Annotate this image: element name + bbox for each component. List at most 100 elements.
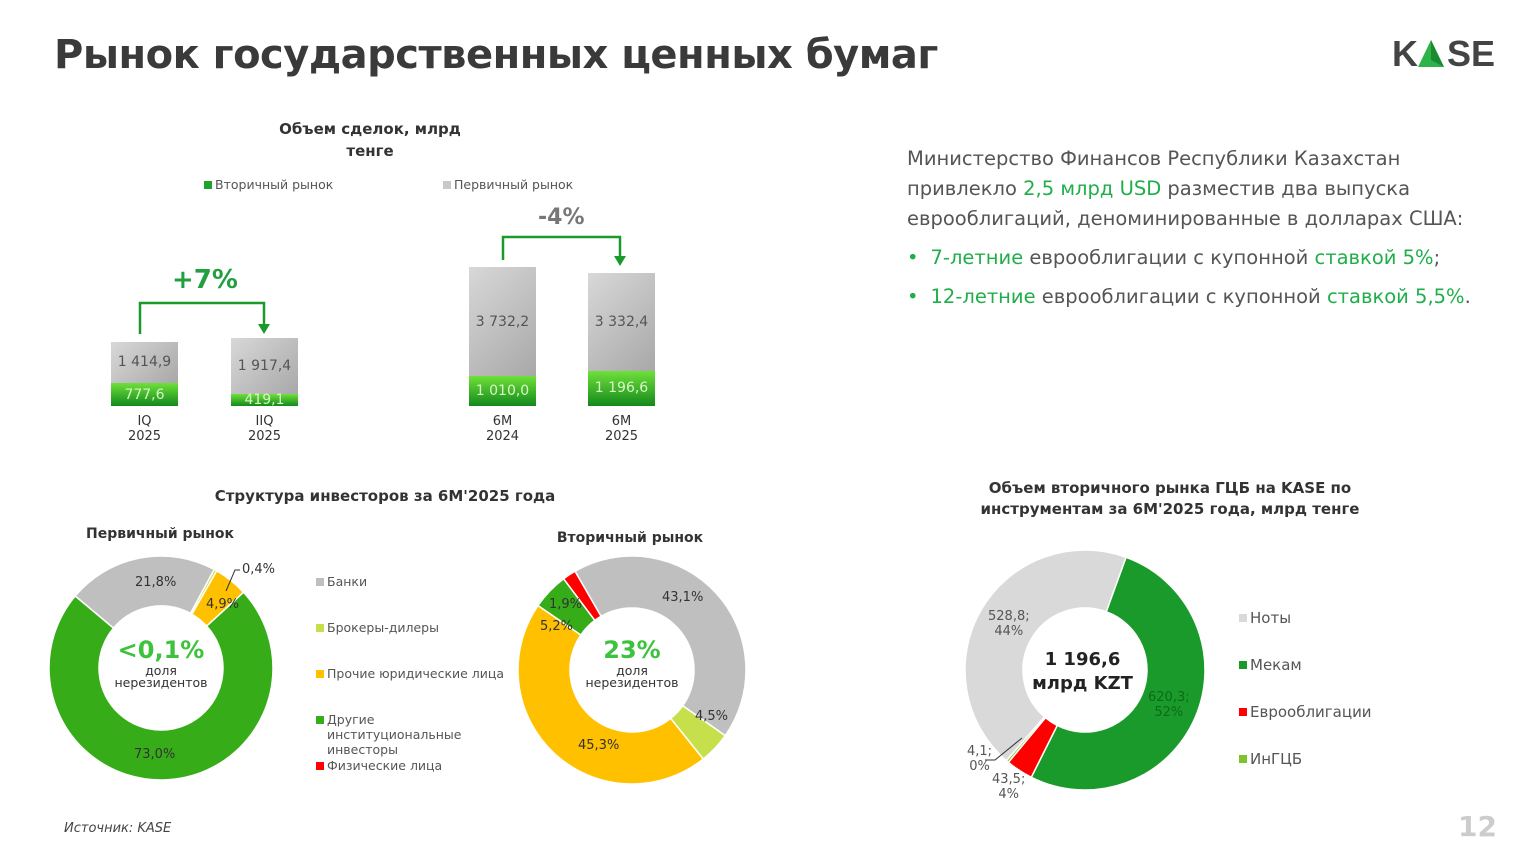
pct: 44% xyxy=(994,624,1024,639)
donut-slice xyxy=(562,570,603,622)
legend-item: Ноты xyxy=(1239,594,1372,641)
donut-slice xyxy=(1030,556,1206,791)
text: разместив два выпуска xyxy=(1161,177,1411,200)
center-value: 1 196,6 xyxy=(1044,649,1121,670)
data-label: 528,8; 44% xyxy=(988,609,1030,639)
donut-center: <0,1% доля нерезидентов xyxy=(101,635,221,689)
bar-segment-primary: 3 332,4 xyxy=(588,273,655,371)
legend-label: Ноты xyxy=(1250,608,1292,627)
page-number: 12 xyxy=(1458,810,1497,843)
pct: 4% xyxy=(998,787,1019,802)
info-line: еврооблигаций, деноминированные в доллар… xyxy=(907,207,1464,230)
donut-slice xyxy=(48,591,274,781)
data-label: 0,4% xyxy=(242,562,276,577)
stacked-bar: 1 414,9 777,6 xyxy=(111,341,178,406)
legend-label: Прочие юридические лица xyxy=(327,666,505,681)
instruments-title: Объем вторичного рынка ГЦБ на KASE по ин… xyxy=(980,479,1360,518)
legend-item: Мекам xyxy=(1239,641,1372,688)
legend-item: Физические лица xyxy=(316,758,506,773)
stacked-bar: 3 332,4 1 196,6 xyxy=(588,273,655,406)
leader-line xyxy=(225,569,240,592)
highlight: ставкой 5,5% xyxy=(1326,285,1465,308)
highlight: 2,5 млрд USD xyxy=(1023,177,1162,200)
data-label: 4,5% xyxy=(695,709,729,724)
text: еврооблигации с купонной xyxy=(1023,246,1315,269)
change-label: +7% xyxy=(172,265,238,295)
info-text: Министерство Финансов Республики Казахст… xyxy=(907,144,1487,316)
info-line: Министерство Финансов Республики Казахст… xyxy=(907,147,1401,170)
legend-label: Физические лица xyxy=(327,758,443,773)
legend-swatch xyxy=(316,578,324,586)
secondary-donut-title: Вторичный рынок xyxy=(556,530,704,546)
legend-swatch xyxy=(316,761,324,770)
legend-swatch xyxy=(1239,754,1247,763)
data-label: 4,9% xyxy=(206,597,240,612)
donut-slice xyxy=(964,549,1128,762)
legend-secondary: Вторичный рынок xyxy=(204,177,333,192)
text: ; xyxy=(1433,246,1441,269)
text: привлекло xyxy=(907,177,1024,200)
value: 620,3; xyxy=(1148,690,1190,705)
change-label: -4% xyxy=(538,205,585,230)
bar-segment-primary: 1 414,9 xyxy=(111,341,178,384)
bar-segment-secondary: 777,6 xyxy=(111,383,178,406)
investor-legend: Банки Брокеры-дилеры Прочие юридические … xyxy=(316,574,506,773)
legend-swatch xyxy=(316,716,324,724)
legend-item: ИнГЦБ xyxy=(1239,735,1372,782)
legend-item: Прочие юридические лица xyxy=(316,666,506,712)
legend-label: ИнГЦБ xyxy=(1250,749,1303,768)
legend-item: Банки xyxy=(316,574,506,620)
center-label: доля нерезидентов xyxy=(585,663,679,690)
data-label: 45,3% xyxy=(578,738,620,753)
data-label: 43,5; 4% xyxy=(992,772,1025,802)
pct: 52% xyxy=(1154,705,1184,720)
instrument-legend: Ноты Мекам Еврооблигации ИнГЦБ xyxy=(1239,594,1372,782)
x-tick-label: 6M 2025 xyxy=(604,414,639,444)
source-note: Источник: KASE xyxy=(64,821,172,836)
legend-item: Другие институциональные инвесторы xyxy=(316,712,506,758)
donut-slice xyxy=(517,604,705,785)
legend-swatch xyxy=(1239,707,1247,716)
legend-label: Мекам xyxy=(1250,655,1302,674)
donut-slice xyxy=(573,555,747,737)
center-value: <0,1% xyxy=(117,636,205,664)
center-value: 23% xyxy=(603,636,661,664)
bar-segment-secondary: 419,1 xyxy=(231,392,298,408)
legend-swatch xyxy=(316,670,324,678)
highlight: 12-летние xyxy=(930,285,1036,308)
data-label: 5,2% xyxy=(540,619,574,634)
legend-item: Брокеры-дилеры xyxy=(316,620,506,666)
info-line: привлекло 2,5 млрд USD разместив два вып… xyxy=(907,174,1487,204)
legend-swatch xyxy=(316,624,324,632)
donut-center: 23% доля нерезидентов xyxy=(572,635,692,689)
legend-item: Еврооблигации xyxy=(1239,688,1372,735)
legend-swatch xyxy=(443,180,451,189)
data-label: 73,0% xyxy=(134,747,176,762)
text: еврооблигации с купонной xyxy=(1035,285,1327,308)
value: 4,1; xyxy=(967,744,993,759)
bar-chart-title: Объем сделок, млрд тенге xyxy=(279,120,461,160)
legend-swatch xyxy=(1239,613,1247,622)
legend-primary: Первичный рынок xyxy=(443,177,573,192)
bar-segment-secondary: 1 196,6 xyxy=(588,370,655,406)
legend-label: Первичный рынок xyxy=(454,177,574,192)
legend-label: Вторичный рынок xyxy=(215,177,334,192)
center-label: млрд KZT xyxy=(1032,673,1133,694)
kase-logo: K SE xyxy=(1392,34,1502,74)
data-label: 43,1% xyxy=(662,590,704,605)
legend-label: Брокеры-дилеры xyxy=(327,620,439,635)
value: 43,5; xyxy=(992,772,1026,787)
data-label: 21,8% xyxy=(135,575,177,590)
center-label: доля нерезидентов xyxy=(114,663,208,690)
donut-center: 1 196,6 млрд KZT xyxy=(1020,648,1145,696)
bar-segment-primary: 1 917,4 xyxy=(231,337,298,394)
x-tick-label: IIQ 2025 xyxy=(247,414,282,444)
svg-text:SE: SE xyxy=(1447,34,1495,74)
data-label: 4,1; 0% xyxy=(967,744,992,774)
leader-line xyxy=(985,737,1023,761)
text: . xyxy=(1464,285,1471,308)
legend-label: Банки xyxy=(327,574,368,589)
pct: 0% xyxy=(969,759,990,774)
legend-swatch xyxy=(1239,660,1247,669)
primary-donut-title: Первичный рынок xyxy=(85,526,234,542)
